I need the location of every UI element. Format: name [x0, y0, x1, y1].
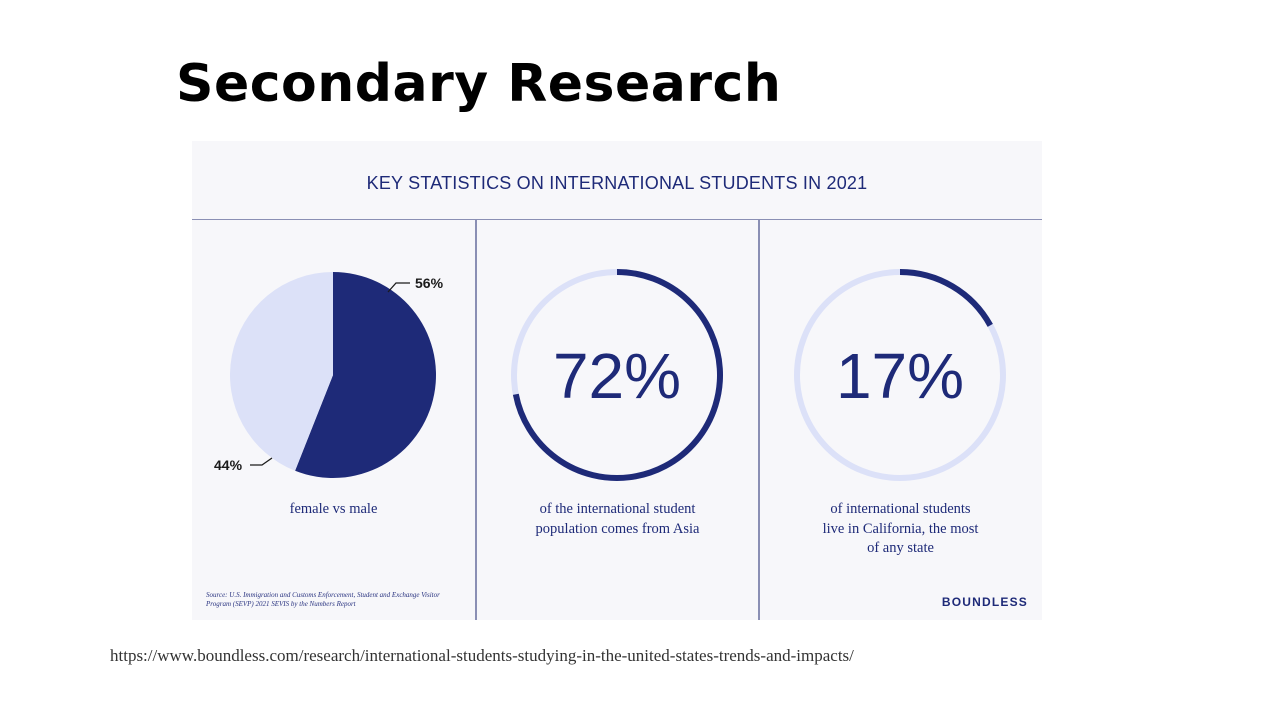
- california-caption: of international students live in Califo…: [759, 500, 1042, 559]
- caption-line: of any state: [867, 540, 934, 556]
- asia-caption: of the international student population …: [476, 500, 759, 539]
- gauge-value-72: 72%: [553, 340, 681, 412]
- pie-chart: 56% 44%: [214, 272, 444, 479]
- caption-line: population comes from Asia: [535, 520, 700, 537]
- gauge-arc: [512, 269, 723, 481]
- infographic: KEY STATISTICS ON INTERNATIONAL STUDENTS…: [192, 141, 1042, 620]
- caption-line: of the international student: [539, 501, 696, 517]
- gauge-arc: [899, 269, 993, 327]
- source-note: Source: U.S. Immigration and Customs Enf…: [206, 591, 440, 608]
- panel-divider: [475, 220, 477, 620]
- pie-slice-44: [229, 272, 333, 471]
- pie-leader-line: [387, 282, 410, 293]
- gauge-california: 17%: [794, 269, 1006, 481]
- infographic-header: KEY STATISTICS ON INTERNATIONAL STUDENTS…: [192, 141, 1042, 220]
- pie-leader-line: [250, 457, 273, 466]
- panel-divider: [758, 220, 760, 620]
- slide-title: Secondary Research: [176, 54, 782, 114]
- source-link[interactable]: https://www.boundless.com/research/inter…: [110, 646, 854, 665]
- gauge-value-17: 17%: [836, 340, 964, 412]
- brand-logo-text: BOUNDLESS: [941, 595, 1028, 609]
- pie-caption: female vs male: [289, 501, 378, 517]
- infographic-heading: KEY STATISTICS ON INTERNATIONAL STUDENTS…: [366, 172, 868, 193]
- caption-line: of international students: [830, 501, 971, 517]
- pie-slice-56: [295, 272, 436, 479]
- pie-label-44: 44%: [214, 457, 243, 473]
- gauge-asia: 72%: [511, 269, 723, 481]
- caption-line: live in California, the most: [822, 520, 979, 537]
- pie-label-56: 56%: [415, 275, 444, 291]
